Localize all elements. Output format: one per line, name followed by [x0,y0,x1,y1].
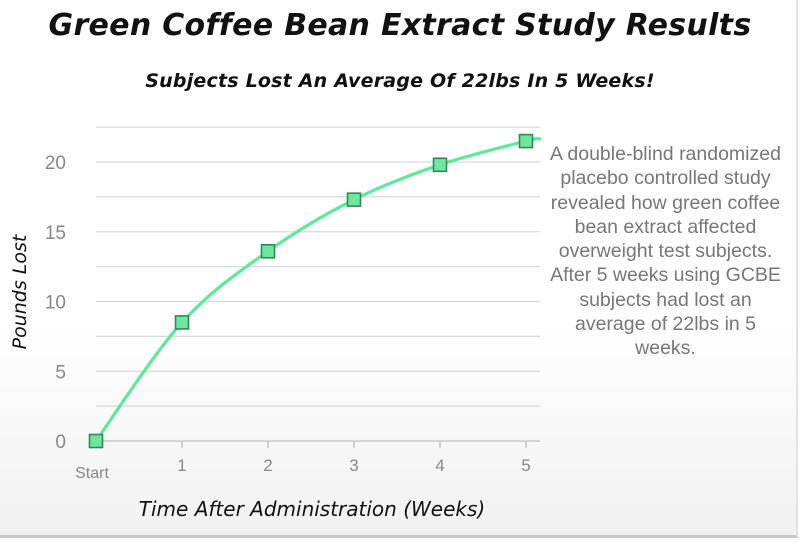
x-axis-label: Time After Administration (Weeks) [139,497,485,521]
data-markers [88,133,534,449]
x-tick-label: 5 [521,456,530,475]
y-tick-label: 15 [45,223,66,244]
grid-lines [96,126,540,407]
chart-title: Green Coffee Bean Extract Study Results [48,8,752,43]
data-point [260,243,276,259]
data-point [88,433,104,449]
study-description: A double-blind randomized placebo contro… [550,143,781,360]
y-tick-label: 5 [55,362,66,383]
x-tick-label: 3 [349,456,358,475]
x-tick-label: 2 [263,456,272,475]
y-tick-label: 20 [45,153,66,174]
y-tick-label: 10 [45,293,66,314]
y-tick-labels: 0 5 10 15 20 [45,153,66,453]
data-point [346,192,362,207]
x-tick-labels: Start 1 2 3 4 5 [75,456,531,482]
y-axis-label: Pounds Lost [9,233,31,349]
axes [96,440,540,448]
y-tick-label: 0 [55,432,66,453]
data-point [174,315,190,330]
x-tick-label: Start [75,465,109,482]
series-pounds-lost [94,136,542,443]
data-point [518,133,534,149]
data-point [432,157,448,173]
x-tick-label: 4 [435,456,444,475]
series-line [94,136,542,443]
chart-subtitle: Subjects Lost An Average Of 22lbs In 5 W… [145,70,655,92]
x-tick-label: 1 [177,456,186,475]
